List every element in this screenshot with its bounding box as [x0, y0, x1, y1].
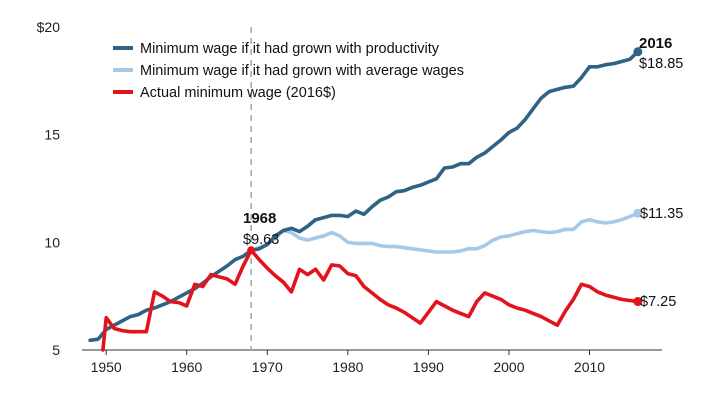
legend-label-productivity: Minimum wage if it had grown with produc…: [140, 41, 440, 57]
legend: Minimum wage if it had grown with produc…: [113, 41, 464, 101]
series-line-average-wages: [249, 211, 640, 254]
x-tick-label-1970: 1970: [252, 359, 283, 375]
x-tick-label-1960: 1960: [171, 359, 202, 375]
legend-item-average-wages: Minimum wage if it had grown with averag…: [113, 63, 464, 79]
series-layer: [88, 49, 640, 352]
end-point-average-wages: [633, 208, 643, 218]
end-label-actual-value: $7.25: [640, 294, 676, 310]
legend-item-actual: Actual minimum wage (2016$): [113, 85, 336, 101]
markers-layer: [247, 47, 643, 307]
y-tick-label-15: 15: [44, 127, 60, 143]
end-label-average-wages-value: $11.35: [640, 206, 683, 222]
point-1968: [247, 246, 256, 255]
legend-item-productivity: Minimum wage if it had grown with produc…: [113, 41, 440, 57]
x-axis: 1950 1960 1970 1980 1990 2000 2010: [82, 349, 662, 375]
end-point-actual: [633, 297, 643, 307]
series-line-productivity: [88, 49, 640, 343]
end-label-productivity-year: 2016: [639, 35, 672, 52]
legend-label-actual: Actual minimum wage (2016$): [140, 85, 336, 101]
y-axis: 5 10 15 $20: [37, 19, 61, 358]
x-tick-label-1980: 1980: [332, 359, 363, 375]
y-tick-label-20: $20: [37, 19, 61, 35]
legend-label-average-wages: Minimum wage if it had grown with averag…: [140, 63, 464, 79]
x-tick-label-1990: 1990: [413, 359, 444, 375]
annotation-1968-value: $9.63: [243, 232, 279, 248]
y-tick-label-5: 5: [52, 342, 60, 358]
x-tick-label-2010: 2010: [574, 359, 605, 375]
annotation-1968-year: 1968: [243, 210, 276, 227]
x-tick-label-1950: 1950: [91, 359, 122, 375]
end-label-productivity-value: $18.85: [639, 56, 683, 72]
end-point-productivity: [633, 47, 643, 57]
series-line-actual: [101, 248, 640, 352]
x-tick-label-2000: 2000: [493, 359, 524, 375]
y-tick-label-10: 10: [44, 234, 60, 250]
